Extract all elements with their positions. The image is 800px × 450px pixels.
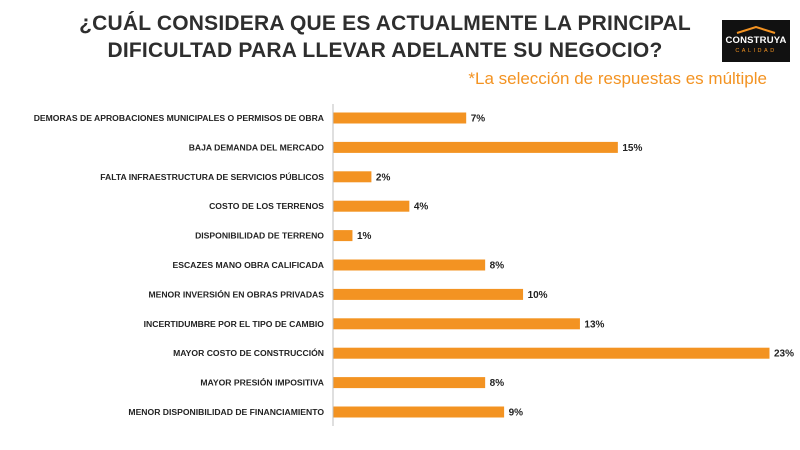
value-label: 2% <box>376 172 391 183</box>
value-label: 13% <box>584 319 604 330</box>
bar <box>333 112 467 124</box>
bar <box>333 259 486 271</box>
chart-title: ¿CUÁL CONSIDERA QUE ES ACTUALMENTE LA PR… <box>60 10 710 64</box>
bar <box>333 288 524 300</box>
value-label: 23% <box>774 349 794 360</box>
multiple-selection-note: *La selección de respuestas es múltiple <box>468 69 767 88</box>
value-label: 8% <box>490 261 505 272</box>
construya-logo: CONSTRUYA CALIDAD <box>722 20 790 62</box>
value-label: 10% <box>528 290 548 301</box>
value-label: 1% <box>357 231 372 242</box>
bar <box>333 171 372 183</box>
category-label: INCERTIDUMBRE POR EL TIPO DE CAMBIO <box>144 319 325 329</box>
logo-brand: CONSTRUYA <box>725 35 787 46</box>
bar <box>333 406 505 418</box>
value-label: 9% <box>509 408 524 419</box>
bar <box>333 141 618 153</box>
category-label: DEMORAS DE APROBACIONES MUNICIPALES O PE… <box>34 113 324 123</box>
category-label: MENOR INVERSIÓN EN OBRAS PRIVADAS <box>148 288 324 299</box>
bar <box>333 377 486 389</box>
category-label: BAJA DEMANDA DEL MERCADO <box>189 142 325 152</box>
category-label: MENOR DISPONIBILIDAD DE FINANCIAMIENTO <box>128 407 324 417</box>
category-label: COSTO DE LOS TERRENOS <box>209 201 324 211</box>
category-label: ESCAZES MANO OBRA CALIFICADA <box>172 260 324 270</box>
title-line-2: DIFICULTAD PARA LLEVAR ADELANTE SU NEGOC… <box>107 39 663 62</box>
bar <box>333 230 353 242</box>
title-line-1: ¿CUÁL CONSIDERA QUE ES ACTUALMENTE LA PR… <box>79 12 691 35</box>
value-label: 8% <box>490 378 505 389</box>
value-label: 4% <box>414 202 429 213</box>
logo-subtitle: CALIDAD <box>735 48 777 54</box>
category-label: DISPONIBILIDAD DE TERRENO <box>195 231 324 241</box>
value-label: 7% <box>471 114 486 125</box>
value-label: 15% <box>622 143 642 154</box>
roof-icon <box>736 26 776 34</box>
bar <box>333 347 770 359</box>
category-label: FALTA INFRAESTRUCTURA DE SERVICIOS PÚBLI… <box>100 171 324 182</box>
bar <box>333 200 410 212</box>
category-label: MAYOR PRESIÓN IMPOSITIVA <box>200 377 324 388</box>
category-label: MAYOR COSTO DE CONSTRUCCIÓN <box>173 347 324 358</box>
bar <box>333 318 580 330</box>
